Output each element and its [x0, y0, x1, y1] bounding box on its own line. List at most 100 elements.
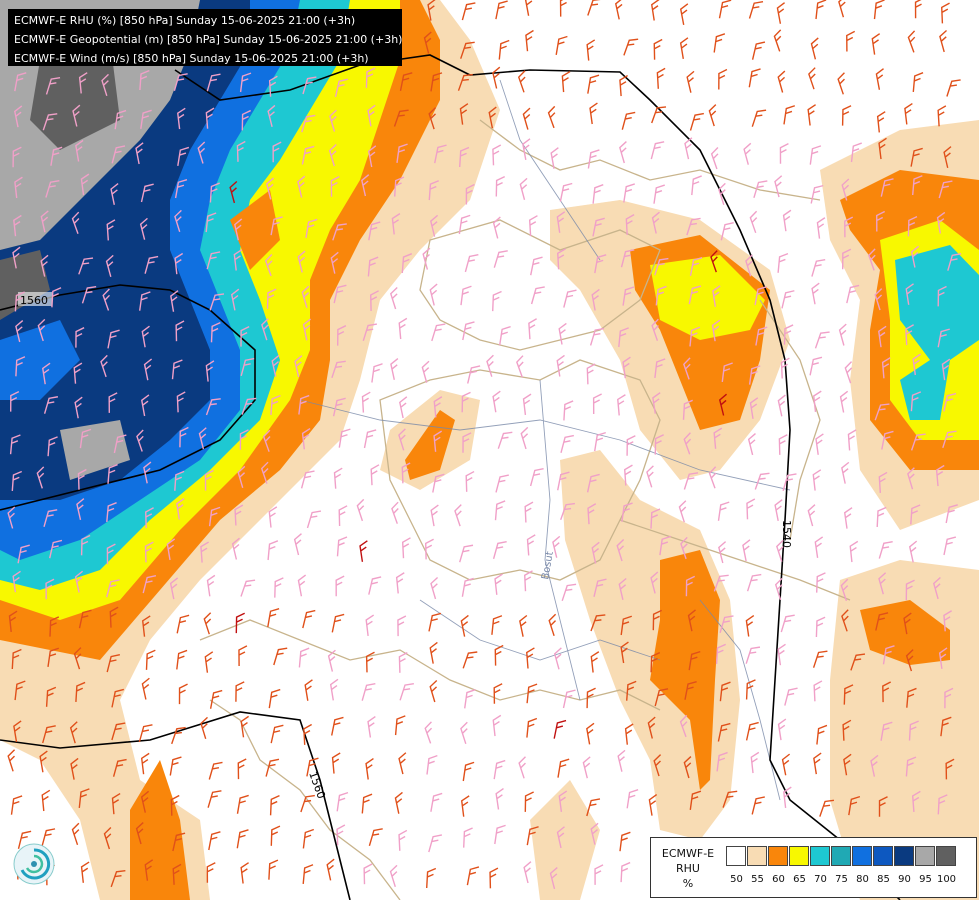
wind-barb [773, 29, 782, 52]
wind-barb [780, 357, 790, 379]
wind-barb [235, 681, 245, 702]
wind-barb [176, 391, 186, 413]
wind-barb [524, 501, 534, 523]
wind-barb [652, 392, 661, 414]
wind-barb [905, 756, 917, 777]
wind-barb [336, 824, 346, 846]
wind-barb [548, 613, 557, 637]
wind-barb [268, 506, 278, 528]
wind-barb [466, 866, 480, 886]
wind-barb [656, 67, 666, 89]
wind-barb [519, 614, 528, 637]
legend-swatch [726, 846, 746, 866]
wind-barb [169, 577, 179, 600]
wind-barb [910, 391, 922, 412]
wind-barb [586, 722, 595, 745]
wind-barb [141, 394, 150, 417]
wind-barb [494, 644, 504, 666]
wind-barb [815, 616, 826, 638]
wind-barb [399, 683, 414, 701]
wind-barb [586, 473, 600, 493]
wind-barb [178, 683, 188, 705]
wind-barb [688, 285, 702, 305]
wind-barb [359, 540, 368, 562]
wind-barb [75, 681, 86, 702]
wind-barb [140, 109, 152, 130]
wind-barb [142, 575, 157, 594]
legend-tick-label: 70 [814, 874, 827, 885]
wind-barb [430, 792, 443, 812]
wind-barb [592, 393, 602, 415]
legend-swatch [873, 846, 893, 866]
wind-barb [206, 251, 221, 270]
wind-barb [423, 31, 432, 54]
wind-barb [15, 320, 24, 343]
wind-barb [749, 210, 758, 234]
wind-barb [688, 650, 701, 671]
wind-barb [14, 105, 23, 128]
wind-barb [843, 507, 853, 529]
wind-barb [686, 70, 695, 93]
wind-barb [742, 539, 751, 562]
wind-barb [650, 508, 661, 529]
wind-barb [107, 463, 118, 484]
river-label: Bosut [540, 551, 556, 581]
wind-barb [267, 608, 280, 628]
wind-barb [556, 354, 565, 377]
wind-barb [11, 470, 23, 491]
wind-barb [464, 254, 479, 273]
wind-barb [713, 33, 726, 53]
legend-tick-label: 100 [936, 874, 957, 885]
wind-barb [240, 862, 249, 884]
wind-barb [428, 180, 439, 201]
wind-barb [517, 70, 526, 93]
wind-barb [462, 761, 475, 782]
wind-barb [708, 466, 717, 489]
wind-barb [491, 615, 503, 635]
wind-barb [648, 794, 658, 816]
wind-barb [460, 41, 475, 59]
wind-barb [175, 320, 185, 342]
wind-barb [680, 536, 688, 560]
wind-barb [563, 289, 577, 308]
wind-barb [9, 434, 21, 455]
wind-barb [618, 327, 629, 348]
wind-barb [270, 394, 281, 415]
wind-barb [718, 393, 728, 416]
wind-barb [684, 137, 693, 160]
wind-barb [297, 250, 306, 273]
wind-barb [710, 146, 719, 170]
legend-swatches [726, 846, 957, 866]
wind-barb [274, 577, 284, 598]
wind-barb [268, 688, 281, 709]
wind-barb [559, 0, 569, 17]
wind-barb [365, 67, 376, 88]
wind-barb [36, 466, 45, 489]
wind-barb [329, 109, 337, 132]
wind-barb [937, 285, 947, 307]
wind-barb [880, 721, 893, 741]
wind-barb [297, 175, 306, 198]
wind-barb [174, 470, 185, 491]
wind-barb [944, 687, 954, 709]
wind-barb [937, 794, 948, 815]
title-line-geopotential: ECMWF-E Geopotential (m) [850 hPa] Sunda… [14, 33, 403, 46]
wind-barb [943, 392, 957, 412]
wind-barb [208, 831, 221, 851]
wind-barb [876, 506, 887, 528]
wind-barb [683, 472, 699, 490]
wind-barb [394, 176, 405, 197]
wind-barb [80, 534, 91, 556]
wind-barb [590, 614, 606, 632]
wind-barb [745, 721, 759, 741]
wind-barb [850, 653, 866, 671]
wind-barb [549, 867, 558, 890]
wind-barb [841, 609, 849, 632]
wind-barb [71, 211, 80, 234]
wind-barb [710, 250, 718, 273]
wind-barb [682, 399, 693, 420]
wind-barb [136, 429, 144, 452]
wind-barb [43, 509, 58, 527]
wind-barb [241, 109, 251, 131]
